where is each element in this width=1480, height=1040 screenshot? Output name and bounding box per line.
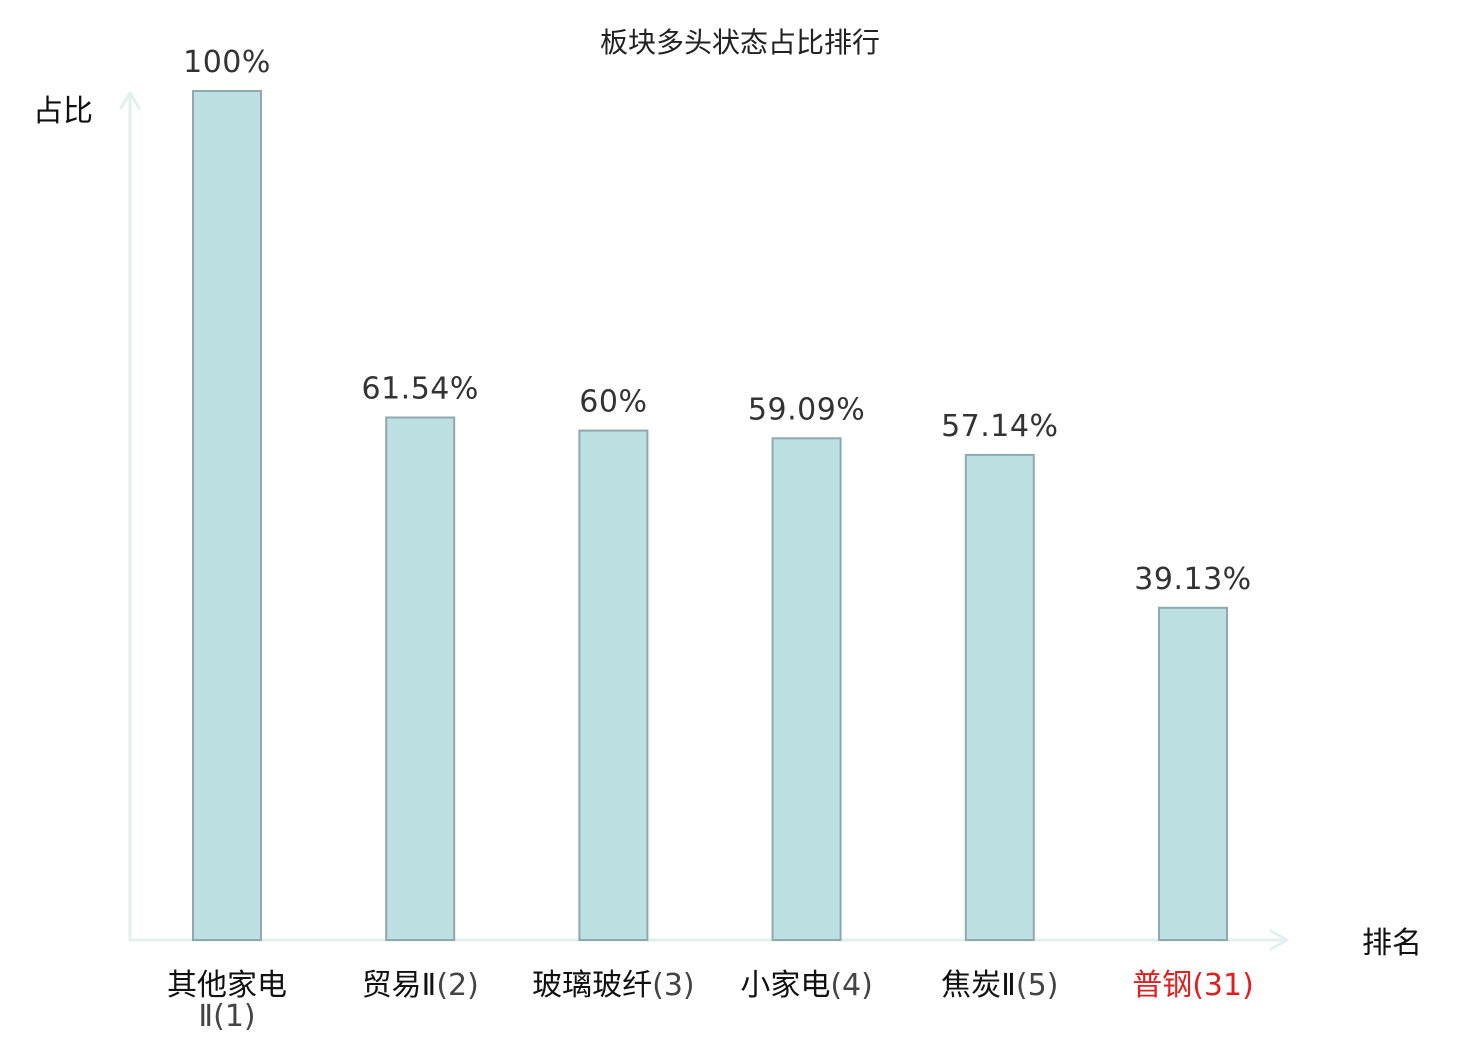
x-tick-rank-6: (31) xyxy=(1192,968,1254,1003)
x-tick-name-2: 贸易Ⅱ xyxy=(362,968,437,1003)
x-tick-rank-5: (5) xyxy=(1016,968,1059,1003)
x-tick-rank-1: (1) xyxy=(213,999,256,1034)
value-label-5: 57.14% xyxy=(941,409,1058,444)
bar-6 xyxy=(1158,606,1228,941)
bar-5 xyxy=(964,453,1035,941)
bar-1 xyxy=(192,90,262,941)
x-tick-rank-3: (3) xyxy=(652,968,695,1003)
value-label-6: 39.13% xyxy=(1134,562,1251,597)
x-tick-label-2: 贸易Ⅱ(2) xyxy=(362,968,479,1003)
value-label-4: 59.09% xyxy=(748,392,865,427)
x-tick-name-1-suffix: Ⅱ xyxy=(198,999,213,1034)
y-axis-label: 占比 xyxy=(33,94,93,129)
x-tick-rank-2: (2) xyxy=(436,968,479,1003)
x-tick-label-1: 其他家电 Ⅱ(1) xyxy=(167,968,287,1034)
axes xyxy=(119,91,1289,951)
bar-4 xyxy=(771,437,842,941)
y-axis-arrow xyxy=(119,91,141,110)
value-labels-group: 100% 61.54% 60% 59.09% 57.14% 39.13% xyxy=(183,45,1251,597)
chart-title: 板块多头状态占比排行 xyxy=(600,26,880,59)
bar-2 xyxy=(385,416,456,941)
x-tick-label-6: 普钢(31) xyxy=(1132,968,1254,1003)
x-tick-label-4: 小家电(4) xyxy=(740,968,873,1003)
x-tick-label-3: 玻璃玻纤(3) xyxy=(532,968,695,1003)
x-tick-label-5: 焦炭Ⅱ(5) xyxy=(941,968,1058,1003)
x-tick-rank-4: (4) xyxy=(830,968,873,1003)
value-label-3: 60% xyxy=(579,385,647,420)
x-tick-name-1: 其他家电 xyxy=(167,968,287,1003)
value-label-1: 100% xyxy=(183,45,271,80)
x-axis-arrow xyxy=(1269,929,1289,951)
x-tick-name-6: 普钢 xyxy=(1132,968,1192,1003)
bars-group xyxy=(192,90,1228,941)
bar-3 xyxy=(578,429,649,941)
x-axis-label: 排名 xyxy=(1362,926,1422,961)
x-tick-name-5: 焦炭Ⅱ xyxy=(941,968,1016,1003)
x-tick-labels-group: 其他家电 Ⅱ(1) 贸易Ⅱ(2) 玻璃玻纤(3) 小家电(4) 焦炭Ⅱ(5) 普钢(31) xyxy=(167,968,1254,1034)
x-tick-name-4: 小家电 xyxy=(740,968,830,1003)
x-tick-name-3: 玻璃玻纤 xyxy=(532,968,652,1003)
value-label-2: 61.54% xyxy=(362,372,479,407)
